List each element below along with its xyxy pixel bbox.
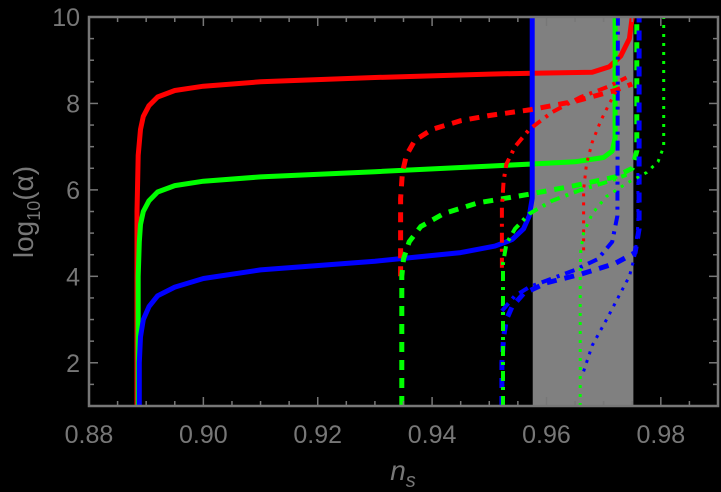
series-red-dashed [398,81,634,277]
series-red-dotted [582,87,620,251]
series-blue-dashdot [500,17,620,313]
series-green-dashed [399,17,640,406]
series-red-dashdot [499,75,628,268]
x-axis: 0.88 0.90 0.92 0.94 0.96 0.98 [65,17,719,449]
x-tick-label: 0.96 [522,421,571,449]
series-blue-dotted [582,168,640,372]
series-blue-dashed [499,17,642,406]
y-tick-label: 6 [66,177,80,205]
x-tick-label: 0.98 [636,421,685,449]
x-tick-label: 0.88 [65,421,114,449]
plot-area [134,17,666,406]
x-tick-label: 0.94 [408,421,457,449]
series-red-solid [134,17,635,406]
y-axis: 2 4 6 8 10 [52,4,718,407]
x-tick-label: 0.90 [179,421,228,449]
y-tick-label: 10 [52,4,80,32]
x-tick-label: 0.92 [293,421,342,449]
series-green-solid [135,17,618,406]
series-green-dotted [578,17,666,406]
y-tick-label: 4 [66,263,80,291]
series-blue-solid [136,17,535,406]
y-tick-label: 8 [66,90,80,118]
y-tick-label: 2 [66,350,80,378]
series-green-dashdot [501,172,628,406]
